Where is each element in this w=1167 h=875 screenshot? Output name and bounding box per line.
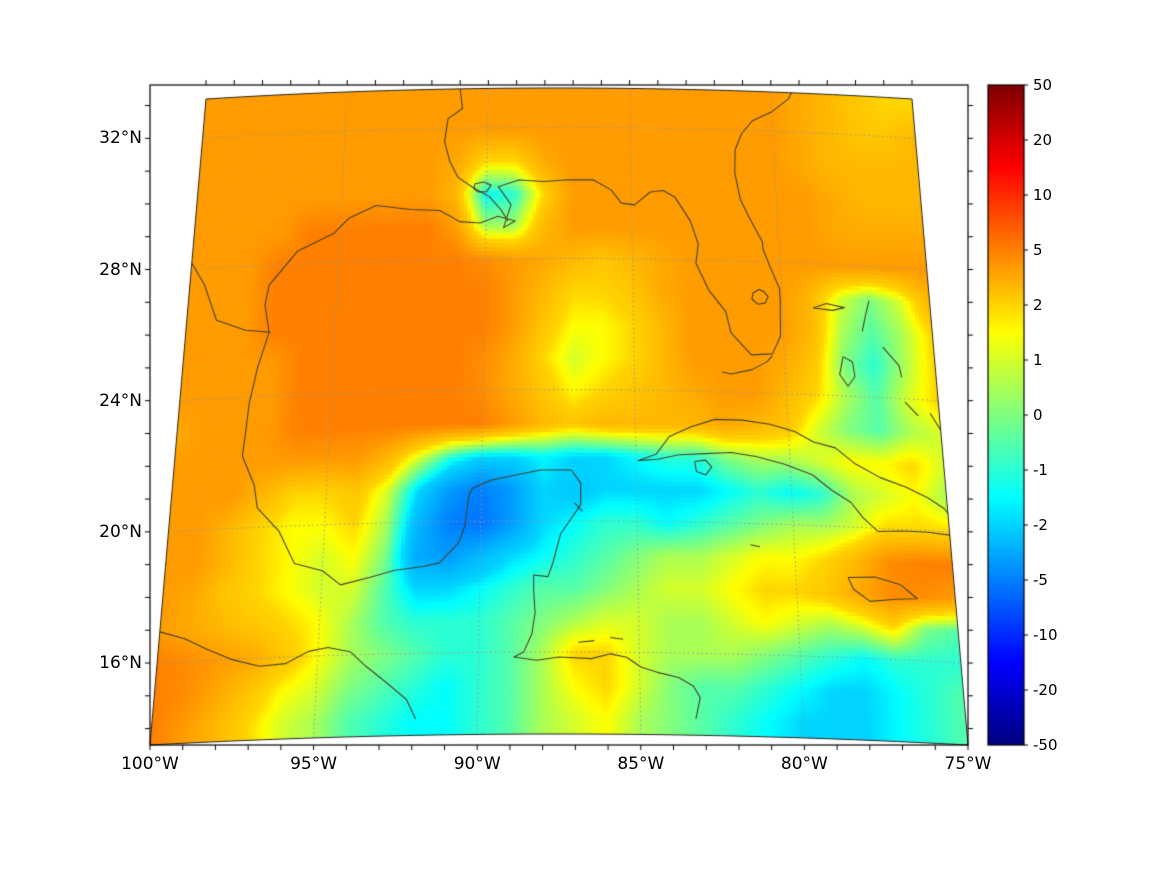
colorbar-tick-label: -50: [1033, 736, 1058, 754]
colorbar-tick-label: 0: [1033, 406, 1043, 424]
colorbar-tick-label: 5: [1033, 241, 1043, 259]
lon-tick-label: 80°W: [780, 754, 828, 774]
colorbar-tick-label: 50: [1033, 76, 1053, 94]
colorbar-tick-label: 20: [1033, 131, 1053, 149]
lat-tick-label: 24°N: [99, 390, 142, 411]
lat-tick-label: 16°N: [99, 653, 142, 674]
colorbar-tick-label: -2: [1033, 516, 1048, 534]
colorbar-tick-label: 1: [1033, 351, 1043, 369]
colorbar-tick-label: -20: [1033, 681, 1058, 699]
colorbar-tick-label: 10: [1033, 186, 1053, 204]
lat-tick-label: 20°N: [99, 521, 142, 542]
colorbar-tick-label: -1: [1033, 461, 1048, 479]
lon-tick-label: 95°W: [290, 754, 338, 774]
colorbar-tick-label: -5: [1033, 571, 1048, 589]
lon-tick-label: 85°W: [617, 754, 665, 774]
lon-tick-label: 100°W: [121, 754, 179, 774]
colorbar-tick-label: -10: [1033, 626, 1058, 644]
colorbar-tick-label: 2: [1033, 296, 1043, 314]
lon-tick-label: 90°W: [453, 754, 501, 774]
lon-tick-label: 75°W: [944, 754, 992, 774]
lat-tick-label: 32°N: [99, 128, 142, 149]
lat-tick-label: 28°N: [99, 259, 142, 280]
